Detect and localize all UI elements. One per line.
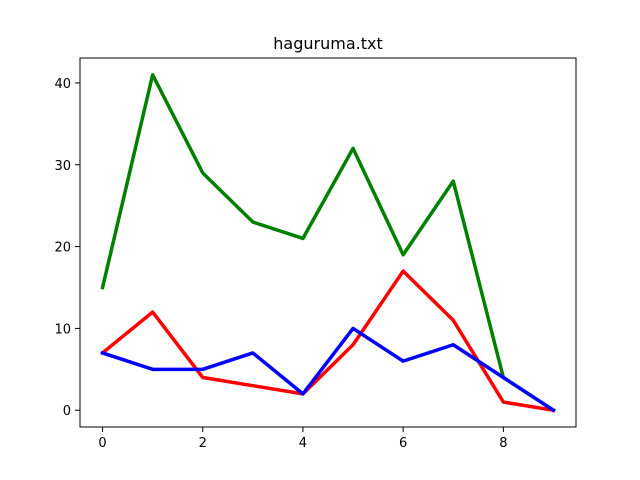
y-tick-label: 10 bbox=[54, 322, 71, 337]
y-tick-label: 20 bbox=[54, 241, 71, 256]
x-tick-label: 6 bbox=[399, 436, 407, 451]
plot-frame bbox=[79, 57, 577, 428]
x-tick-label: 8 bbox=[499, 436, 507, 451]
chart-title: haguruma.txt bbox=[273, 34, 382, 53]
axes-layer: 0 2 4 6 8 0 10 20 30 40 bbox=[54, 57, 577, 451]
y-tick-label: 0 bbox=[63, 404, 71, 419]
series-line-0 bbox=[100, 73, 556, 413]
x-tick-label: 0 bbox=[98, 436, 106, 451]
series-line-2 bbox=[100, 326, 556, 413]
x-tick-label: 2 bbox=[199, 436, 207, 451]
series-layer bbox=[100, 73, 556, 413]
y-tick-label: 30 bbox=[54, 159, 71, 174]
y-tick-label: 40 bbox=[54, 77, 71, 92]
x-tick-label: 4 bbox=[299, 436, 307, 451]
